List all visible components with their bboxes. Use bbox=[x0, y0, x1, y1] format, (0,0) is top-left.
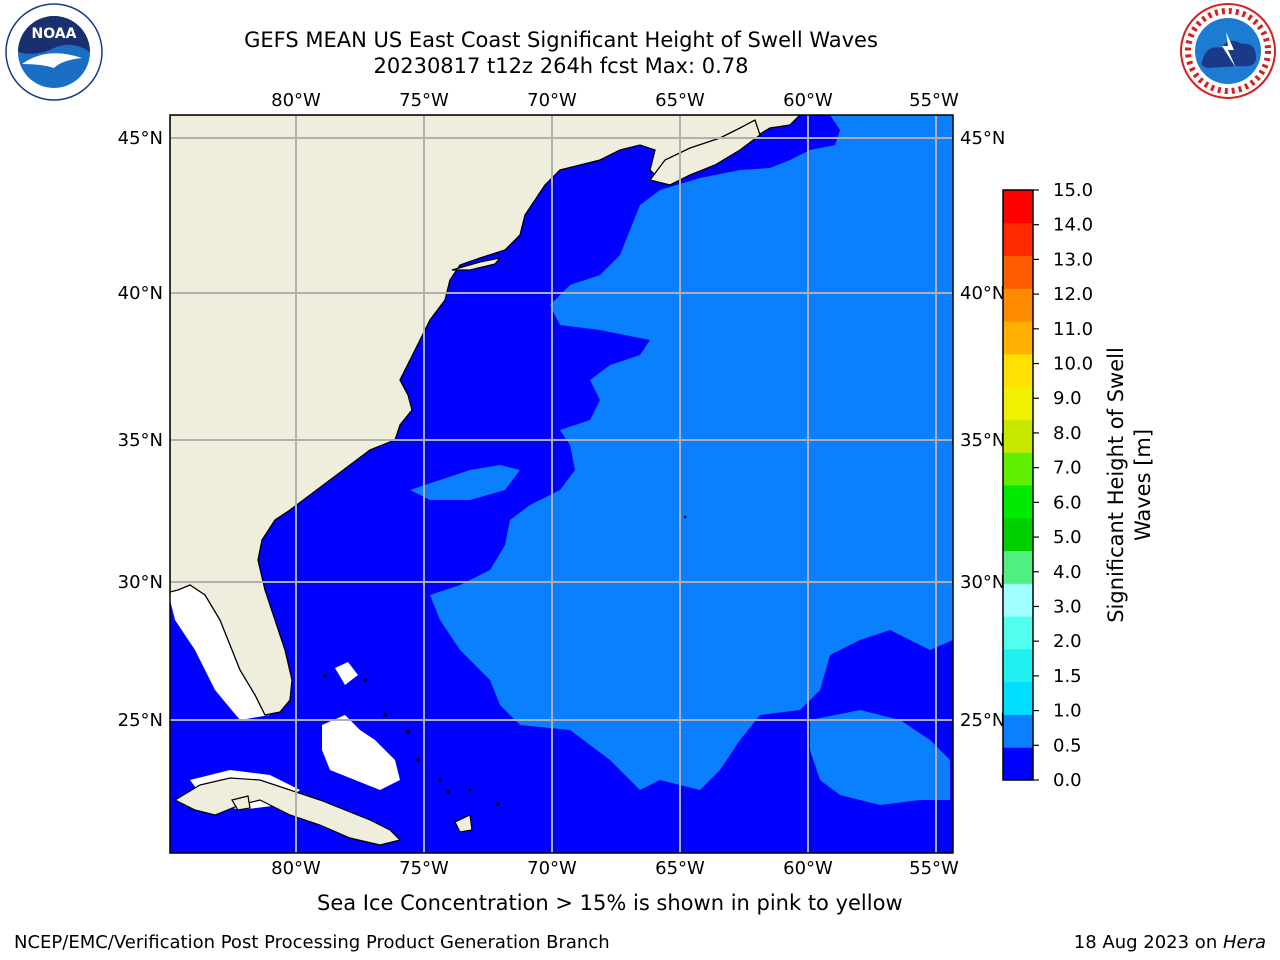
colorbar-tick-label: 10.0 bbox=[1053, 354, 1093, 375]
colorbar-tick-label: 4.0 bbox=[1053, 562, 1082, 583]
lon-label-top: 80°W bbox=[271, 90, 321, 111]
lon-label-top: 60°W bbox=[783, 90, 833, 111]
footer-date-text: 18 Aug 2023 on bbox=[1073, 932, 1223, 953]
colorbar-frame bbox=[1002, 189, 1034, 781]
colorbar-tick-label: 2.0 bbox=[1053, 631, 1082, 652]
graticule bbox=[170, 115, 953, 853]
lat-label-right: 40°N bbox=[960, 283, 1005, 304]
colorbar-tick-label: 6.0 bbox=[1053, 492, 1082, 513]
colorbar-segment bbox=[1003, 321, 1033, 355]
lat-label-left: 35°N bbox=[118, 430, 163, 451]
lon-label-bottom: 65°W bbox=[655, 858, 705, 879]
colorbar-segment bbox=[1003, 419, 1033, 453]
colorbar: 0.0 0.5 1.0 1.5 2.0 3.0 4.0 5.0 6.0 7.0 8.0 9.0 10.0… bbox=[1002, 180, 1093, 791]
lat-label-right: 35°N bbox=[960, 430, 1005, 451]
colorbar-tick-label: 14.0 bbox=[1053, 215, 1093, 236]
colorbar-segment bbox=[1003, 714, 1033, 748]
colorbar-segment bbox=[1003, 517, 1033, 552]
colorbar-segment bbox=[1003, 452, 1033, 486]
footer-date: 18 Aug 2023 on Hera bbox=[1074, 932, 1266, 953]
colorbar-segment bbox=[1003, 550, 1033, 584]
colorbar-segment bbox=[1003, 583, 1033, 617]
colorbar-segment bbox=[1003, 681, 1033, 715]
noaa-logo: NOAA bbox=[5, 3, 103, 101]
colorbar-tick-label: 5.0 bbox=[1053, 527, 1082, 548]
lat-label-right: 30°N bbox=[960, 572, 1005, 593]
colorbar-tick-label: 11.0 bbox=[1053, 319, 1093, 340]
map-frame bbox=[169, 114, 954, 854]
sea-ice-caption: Sea Ice Concentration > 15% is shown in … bbox=[317, 891, 903, 915]
colorbar-segment bbox=[1003, 190, 1033, 224]
colorbar-label-line1: Significant Height of Swell bbox=[1104, 347, 1128, 623]
noaa-logo-text: NOAA bbox=[32, 26, 77, 42]
colorbar-tick-label: 3.0 bbox=[1053, 596, 1082, 617]
colorbar-tick-label: 15.0 bbox=[1053, 180, 1093, 201]
lon-label-bottom: 75°W bbox=[399, 858, 449, 879]
us-landmass bbox=[170, 115, 801, 716]
colorbar-tick-label: 9.0 bbox=[1053, 388, 1082, 409]
lon-label-bottom: 70°W bbox=[527, 858, 577, 879]
lon-label-top: 65°W bbox=[655, 90, 705, 111]
colorbar-tick-label: 0.5 bbox=[1053, 735, 1082, 756]
colorbar-tick-label: 0.0 bbox=[1053, 770, 1082, 791]
colorbar-segment bbox=[1003, 255, 1033, 289]
lat-label-left: 25°N bbox=[118, 710, 163, 731]
colorbar-segment bbox=[1003, 386, 1033, 420]
footer-branch: NCEP/EMC/Verification Post Processing Pr… bbox=[14, 932, 610, 953]
colorbar-label-line2: Waves [m] bbox=[1131, 429, 1155, 541]
colorbar-tick-label: 1.5 bbox=[1053, 666, 1082, 687]
title-line-1: GEFS MEAN US East Coast Significant Heig… bbox=[244, 28, 878, 52]
nws-logo bbox=[1180, 3, 1276, 99]
lat-label-left: 30°N bbox=[118, 572, 163, 593]
lon-label-top: 55°W bbox=[909, 90, 959, 111]
colorbar-tick-label: 13.0 bbox=[1053, 249, 1093, 270]
lon-label-top: 75°W bbox=[399, 90, 449, 111]
map-area bbox=[170, 115, 953, 853]
lon-label-bottom: 55°W bbox=[909, 858, 959, 879]
colorbar-segment bbox=[1003, 648, 1033, 683]
title-line-2: 20230817 t12z 264h fcst Max: 0.78 bbox=[373, 54, 749, 78]
lat-label-right: 45°N bbox=[960, 128, 1005, 149]
lat-label-left: 45°N bbox=[118, 128, 163, 149]
lon-label-bottom: 60°W bbox=[783, 858, 833, 879]
lat-label-right: 25°N bbox=[960, 710, 1005, 731]
lon-label-top: 70°W bbox=[527, 90, 577, 111]
footer-host: Hera bbox=[1222, 932, 1266, 953]
colorbar-tick-label: 12.0 bbox=[1053, 284, 1093, 305]
colorbar-tick-label: 1.0 bbox=[1053, 701, 1082, 722]
colorbar-segment bbox=[1003, 288, 1033, 322]
ocean-mid-region bbox=[430, 115, 953, 790]
colorbar-tick-label: 7.0 bbox=[1053, 458, 1082, 479]
colorbar-tick-label: 8.0 bbox=[1053, 423, 1082, 444]
lat-label-left: 40°N bbox=[118, 283, 163, 304]
colorbar-segment bbox=[1003, 485, 1033, 519]
colorbar-segment bbox=[1003, 222, 1033, 257]
colorbar-segment bbox=[1003, 747, 1033, 781]
colorbar-segment bbox=[1003, 353, 1033, 388]
lon-label-bottom: 80°W bbox=[271, 858, 321, 879]
chart-title: GEFS MEAN US East Coast Significant Heig… bbox=[170, 27, 952, 79]
colorbar-segment bbox=[1003, 616, 1033, 650]
